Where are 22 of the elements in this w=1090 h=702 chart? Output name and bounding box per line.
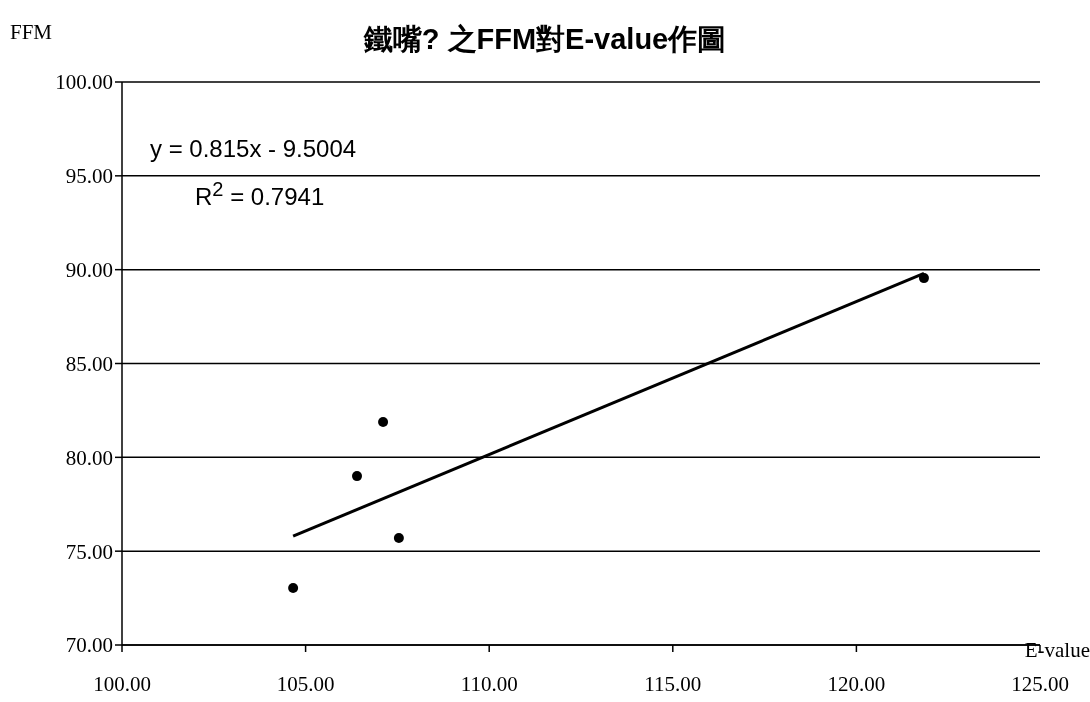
chart-title: 鐵嘴? 之FFM對E-value作圖: [363, 23, 727, 55]
point: [393, 533, 404, 544]
point: [352, 471, 363, 482]
annotation: y = 0.815x - 9.5004: [150, 135, 357, 163]
point: [288, 582, 299, 593]
x-tick-label: 100.00: [93, 671, 151, 696]
y-tick-label: 80.00: [65, 445, 113, 470]
x-tick-label: 115.00: [644, 671, 702, 696]
point: [378, 417, 389, 428]
y-tick-label: 100.00: [55, 70, 113, 95]
x-tick-label: 125.00: [1011, 671, 1069, 696]
x-axis-title: E-value: [1024, 638, 1090, 663]
x-tick-label: 105.00: [276, 671, 335, 696]
y-tick-label: 70.00: [65, 633, 113, 658]
y-tick-label: 75.00: [65, 539, 113, 564]
x-tick-label: 120.00: [827, 671, 886, 696]
x-tick-label: 110.00: [460, 671, 518, 696]
y-axis-title: FFM: [10, 20, 53, 45]
annotation: R$^{2}$ = 0.7941: [195, 178, 325, 211]
y-tick-label: 95.00: [65, 164, 113, 189]
y-tick-label: 85.00: [65, 351, 113, 376]
y-tick-label: 90.00: [65, 258, 113, 283]
